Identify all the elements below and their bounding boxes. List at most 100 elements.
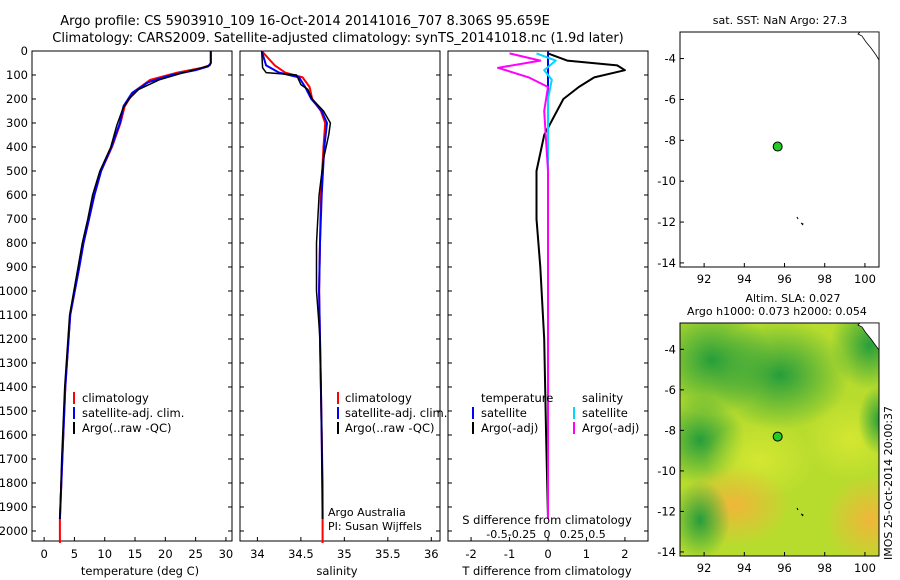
depth-tick-label: 1700 xyxy=(0,452,28,466)
temp-legend-satellite: satellite-adj. clim. xyxy=(82,406,184,420)
depth-tick-label: 0 xyxy=(21,44,28,58)
depth-tick-label: 100 xyxy=(6,68,28,82)
difference-series xyxy=(497,51,626,520)
legend-t-satellite: satellite xyxy=(481,406,527,420)
sst-y-tick-label: -10 xyxy=(657,174,676,188)
temperature-xlabel: temperature (deg C) xyxy=(81,564,199,578)
sla-y-tick-label: -6 xyxy=(665,383,676,397)
sal-x-tick-label: 34.5 xyxy=(288,547,314,561)
sla-map-axes xyxy=(679,322,880,557)
sst-y-tick-label: -14 xyxy=(657,256,676,270)
credit-pi: PI: Susan Wijffels xyxy=(328,520,422,533)
temperature-x-ticks: 0 5 10 15 20 25 30 xyxy=(40,537,233,561)
depth-tick-label: 1600 xyxy=(0,428,28,442)
sla-x-tick-label: 100 xyxy=(854,561,876,575)
temp-x-tick-label: 30 xyxy=(219,547,234,561)
sla-x-tick-label: 92 xyxy=(697,561,712,575)
sal-x-tick-label: 36 xyxy=(424,547,439,561)
sal-legend-argo: Argo(..raw -QC) xyxy=(345,421,435,435)
diff-top-tick-label: 0.25 xyxy=(560,528,585,541)
t-difference-xlabel: T difference from climatology xyxy=(461,564,632,578)
temp-legend-argo: Argo(..raw -QC) xyxy=(82,421,172,435)
depth-tick-label: 500 xyxy=(6,164,28,178)
temperature-panel: 0 5 10 15 20 25 30 temperature (deg C) climato… xyxy=(31,50,233,578)
series-temperature-argo-adj xyxy=(535,52,626,520)
temp-x-tick-label: 25 xyxy=(188,547,203,561)
sal-x-tick-label: 35.5 xyxy=(375,547,401,561)
header-line-1: Argo profile: CS 5903910_109 16-Oct-2014… xyxy=(60,14,550,29)
temp-x-tick-label: 15 xyxy=(128,547,143,561)
sst-x-tick-label: 92 xyxy=(697,272,712,286)
sla-x-tick-label: 98 xyxy=(817,561,832,575)
sst-y-tick-label: -8 xyxy=(665,133,676,147)
temp-x-tick-label: 0 xyxy=(40,547,47,561)
sst-x-tick-label: 96 xyxy=(777,272,792,286)
temperature-series xyxy=(58,51,212,543)
salinity-series xyxy=(260,50,332,543)
s-difference-label: S difference from climatology xyxy=(462,513,632,527)
depth-tick-label: 300 xyxy=(6,116,28,130)
diff-top-tick-label: 0.5 xyxy=(588,528,606,541)
sst-y-tick-label: -6 xyxy=(665,92,676,106)
sst-x-tick-label: 94 xyxy=(737,272,752,286)
depth-tick-label: 1800 xyxy=(0,476,28,490)
difference-panel: -2 -1 0 1 2 -0.5 -0.25 0 0.25 0.5 S difference f… xyxy=(447,50,649,578)
sla-map: Altim. SLA: 0.027 Argo h1000: 0.073 h200… xyxy=(657,292,880,575)
series-satellite-adj-clim xyxy=(58,51,212,520)
sal-legend-satellite: satellite-adj. clim. xyxy=(345,406,447,420)
sla-x-tick-label: 96 xyxy=(777,561,792,575)
island-marks xyxy=(796,507,804,517)
series-climatology xyxy=(260,50,327,543)
sla-map-title-2: Argo h1000: 0.073 h2000: 0.054 xyxy=(687,305,867,318)
sal-legend-climatology: climatology xyxy=(345,391,412,405)
legend-temperature-title: temperature xyxy=(481,391,553,405)
temperature-axes xyxy=(31,50,233,542)
depth-tick-label: 1400 xyxy=(0,380,28,394)
depth-tick-label: 1100 xyxy=(0,308,28,322)
island-marks xyxy=(796,216,804,226)
salinity-panel: 34 34.5 35 35.5 36 salinity climatology sate… xyxy=(239,50,447,578)
diff-top-tick-label: -0.5 xyxy=(486,528,507,541)
diff-top-tick-label: 0 xyxy=(544,528,551,541)
salinity-axes xyxy=(239,50,441,542)
depth-tick-label: 1200 xyxy=(0,332,28,346)
diff-x-tick-label: 2 xyxy=(621,547,628,561)
sumatra-coast xyxy=(857,322,880,352)
difference-top-ticks: -0.5 -0.25 0 0.25 0.5 xyxy=(486,528,605,541)
legend-s-argo: Argo(-adj) xyxy=(582,421,639,435)
depth-tick-label: 1300 xyxy=(0,356,28,370)
depth-tick-label: 800 xyxy=(6,236,28,250)
difference-x-ticks: -2 -1 0 1 2 xyxy=(465,537,629,561)
salinity-xlabel: salinity xyxy=(316,564,357,578)
argo-location-marker xyxy=(772,431,783,442)
depth-tick-label: 200 xyxy=(6,92,28,106)
depth-tick-label: 1900 xyxy=(0,500,28,514)
sst-x-tick-label: 100 xyxy=(854,272,876,286)
diff-x-tick-label: 1 xyxy=(583,547,590,561)
depth-tick-label: 1500 xyxy=(0,404,28,418)
argo-location-marker xyxy=(772,141,783,152)
depth-tick-label: 400 xyxy=(6,140,28,154)
sst-map-axes xyxy=(679,31,880,268)
depth-tick-label: 900 xyxy=(6,260,28,274)
temp-legend-climatology: climatology xyxy=(82,391,149,405)
depth-tick-label: 1000 xyxy=(0,284,28,298)
credit-argo-australia: Argo Australia xyxy=(328,506,406,519)
legend-salinity-title: salinity xyxy=(582,391,623,405)
temp-x-tick-label: 10 xyxy=(97,547,112,561)
temp-x-tick-label: 5 xyxy=(71,547,78,561)
sst-map: sat. SST: NaN Argo: 27.3 92 94 96 98 100 -4 -6… xyxy=(657,14,880,286)
depth-tick-label: 2000 xyxy=(0,524,28,538)
sumatra-coast xyxy=(857,31,880,62)
diff-top-tick-label: -0.25 xyxy=(508,528,536,541)
depth-tick-label: 600 xyxy=(6,188,28,202)
series-climatology xyxy=(58,51,212,543)
temp-x-tick-label: 20 xyxy=(158,547,173,561)
series-argo-raw-qc xyxy=(59,51,212,520)
diff-x-tick-label: 0 xyxy=(544,547,551,561)
sst-y-tick-label: -12 xyxy=(657,215,676,229)
header-line-2: Climatology: CARS2009. Satellite-adjuste… xyxy=(52,31,624,46)
series-argo-raw-qc xyxy=(260,50,332,520)
difference-legend: temperature satellite Argo(-adj) salinit… xyxy=(472,391,639,435)
